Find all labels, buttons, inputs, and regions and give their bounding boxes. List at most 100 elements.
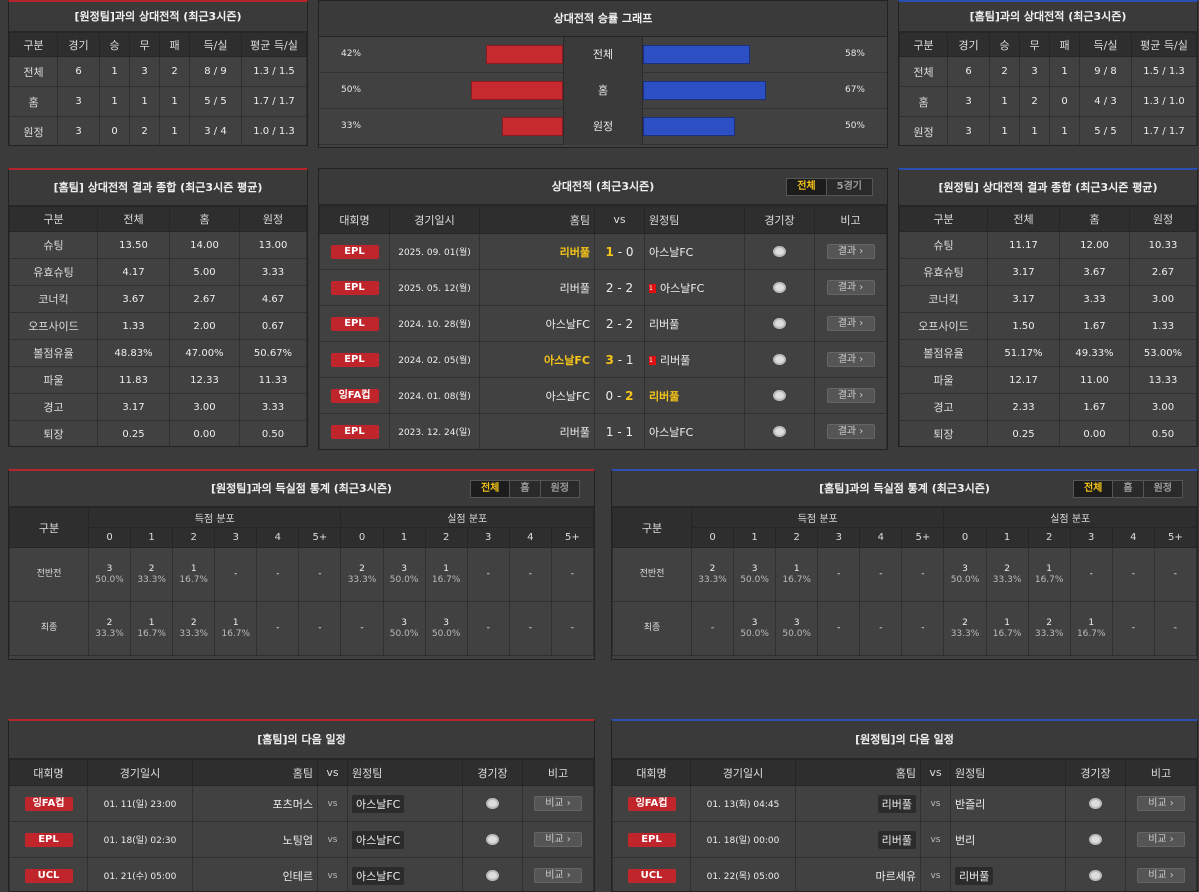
vs-label: vs bbox=[920, 785, 951, 822]
goal-col-header: 5+ bbox=[298, 527, 342, 548]
winrate-label: 원정 bbox=[563, 109, 643, 145]
compare-button[interactable]: 비교 › bbox=[1137, 832, 1185, 847]
compare-button[interactable]: 비교 › bbox=[534, 832, 582, 847]
toggle-all[interactable]: 전체 bbox=[470, 481, 511, 497]
col-header: 득/실 bbox=[189, 32, 242, 57]
home-score: 0 bbox=[605, 388, 614, 403]
result-button[interactable]: 결과 › bbox=[826, 280, 875, 295]
goal-col-header: 5+ bbox=[550, 527, 594, 548]
goal-count: - bbox=[879, 569, 883, 579]
vs-label: vs bbox=[920, 857, 951, 891]
col-header: vs bbox=[317, 759, 348, 786]
home-team: 마르세유 bbox=[875, 869, 916, 883]
home-team: 인테르 bbox=[282, 869, 313, 883]
goal-count: - bbox=[570, 569, 575, 579]
match-date: 2024. 10. 28(월) bbox=[389, 305, 480, 342]
result-button[interactable]: 결과 › bbox=[826, 244, 875, 259]
goal-count: 1 bbox=[232, 617, 239, 628]
col-header: 무 bbox=[1019, 32, 1050, 57]
match-row: 잉FA컵 2024. 01. 08(월) 아스날FC 0 - 2 리버풀 결과 › bbox=[319, 377, 887, 414]
stadium-icon bbox=[486, 797, 499, 809]
table-row: 슈팅 11.17 12.00 10.33 bbox=[899, 231, 1197, 259]
goal-count: - bbox=[1173, 569, 1178, 579]
compare-button[interactable]: 비교 › bbox=[1137, 796, 1185, 811]
home-team: 노팅엄 bbox=[282, 833, 313, 847]
goal-count: - bbox=[528, 569, 532, 579]
stadium-icon bbox=[773, 425, 786, 437]
goal-dist-toggle: 전체 홈 원정 bbox=[1072, 480, 1183, 498]
col-header: 구분 bbox=[9, 507, 89, 548]
goal-dist-toggle: 전체 홈 원정 bbox=[469, 480, 580, 498]
goal-count: 3 bbox=[401, 617, 407, 628]
goal-count: 2 bbox=[962, 617, 968, 628]
winrate-row: 50% 홈 67% bbox=[319, 73, 887, 109]
home-team: 리버풀 bbox=[559, 425, 590, 439]
goal-count: - bbox=[486, 623, 490, 633]
col-header: 원정팀 bbox=[347, 759, 463, 786]
goal-col-header: 1 bbox=[130, 527, 174, 548]
col-header: 득/실 bbox=[1079, 32, 1132, 57]
goal-col-header: 1 bbox=[733, 527, 777, 548]
goal-count: - bbox=[318, 623, 322, 633]
toggle-away[interactable]: 원정 bbox=[550, 483, 569, 494]
table-row: 슈팅 13.50 14.00 13.00 bbox=[9, 231, 307, 259]
red-card-icon: 1 bbox=[649, 356, 656, 365]
toggle-away[interactable]: 원정 bbox=[1153, 483, 1172, 494]
away-score: 2 bbox=[625, 388, 634, 403]
scored-header: 득점 분포 bbox=[690, 507, 945, 528]
goal-count: 1 bbox=[1004, 617, 1010, 628]
goal-percent: 16.7% bbox=[221, 628, 251, 639]
away-team: 아스날FC bbox=[649, 245, 694, 259]
toggle-all[interactable]: 전체 bbox=[787, 179, 827, 195]
toggle-5-games[interactable]: 5경기 bbox=[836, 181, 862, 192]
goal-percent: 33.3% bbox=[179, 628, 208, 639]
match-date: 01. 22(목) 05:00 bbox=[690, 857, 796, 891]
goal-col-header: 2 bbox=[424, 527, 468, 548]
goal-count: 2 bbox=[1046, 617, 1053, 628]
table-row: 코너킥 3.67 2.67 4.67 bbox=[9, 285, 307, 313]
conceded-header: 실점 분포 bbox=[340, 507, 594, 528]
goal-percent: 16.7% bbox=[179, 574, 208, 585]
col-header: 원정 bbox=[1129, 206, 1197, 232]
goal-count: 1 bbox=[190, 563, 197, 574]
result-button[interactable]: 결과 › bbox=[826, 316, 875, 331]
home-summary-table: 구분 전체 홈 원정 슈팅 13.50 14.00 13.00 유효슈팅 4.17 5.00… bbox=[9, 206, 307, 446]
result-button[interactable]: 결과 › bbox=[826, 424, 875, 439]
goal-col-header: 5+ bbox=[901, 527, 945, 548]
panel-title: [홈팀]과의 상대전적 (최근3시즌) bbox=[899, 2, 1197, 32]
goal-count: - bbox=[710, 623, 715, 633]
match-date: 01. 18(일) 00:00 bbox=[690, 821, 796, 858]
away-team: 아스날FC bbox=[649, 425, 694, 439]
toggle-home[interactable]: 홈 bbox=[510, 481, 541, 497]
goal-dist-right-panel: [홈팀]과의 득실점 통계 (최근3시즌) 전체 홈 원정 구분 득점 분포 실점 … bbox=[611, 469, 1198, 660]
match-row: EPL 2024. 02. 05(월) 아스날FC 3 - 1 1 리버풀 결과 › bbox=[319, 341, 887, 378]
goal-count: - bbox=[1089, 569, 1093, 579]
table-row: 오프사이드 1.50 1.67 1.33 bbox=[899, 312, 1197, 340]
compare-button[interactable]: 비교 › bbox=[534, 868, 582, 883]
result-button[interactable]: 결과 › bbox=[826, 352, 875, 367]
match-row: EPL 2024. 10. 28(월) 아스날FC 2 - 2 리버풀 결과 › bbox=[319, 305, 887, 342]
stadium-icon bbox=[773, 317, 786, 329]
home-winrate-bar bbox=[486, 45, 563, 64]
result-button[interactable]: 결과 › bbox=[826, 388, 875, 403]
col-header: 대회명 bbox=[319, 205, 390, 234]
compare-button[interactable]: 비교 › bbox=[1137, 868, 1185, 883]
away-team: 리버풀 bbox=[955, 866, 994, 885]
goal-count: 3 bbox=[962, 563, 968, 574]
compare-button[interactable]: 비교 › bbox=[534, 796, 582, 811]
goal-col-header: 2 bbox=[1027, 527, 1071, 548]
schedule-row: 잉FA컵 01. 11(일) 23:00 포츠머스 vs 아스날FC 비교 › bbox=[9, 785, 594, 822]
toggle-home[interactable]: 홈 bbox=[1113, 481, 1144, 497]
goal-percent: 33.3% bbox=[95, 628, 124, 639]
away-winrate-bar bbox=[643, 81, 766, 100]
table-row: 파울 11.83 12.33 11.33 bbox=[9, 366, 307, 394]
away-team: 리버풀 bbox=[660, 353, 691, 367]
goal-percent: 16.7% bbox=[782, 574, 811, 585]
goal-col-header: 4 bbox=[1111, 527, 1155, 548]
goal-dist-table: 구분 득점 분포 실점 분포 0 1 2 3 4 5+ 0 1 2 3 4 5+ 전반전 3 50.0% 2 33.3… bbox=[9, 507, 594, 656]
goal-count: - bbox=[1173, 623, 1178, 633]
toggle-all[interactable]: 전체 bbox=[1073, 481, 1114, 497]
winrate-rows: 42% 전체 58% 50% 홈 67% 33% 원정 50% bbox=[319, 37, 887, 147]
goal-col-header: 0 bbox=[690, 527, 735, 548]
